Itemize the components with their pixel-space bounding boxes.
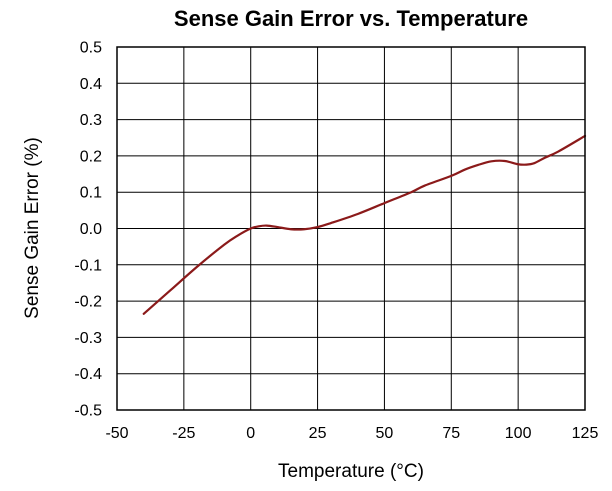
x-tick-label: 25 [309,425,327,442]
x-tick-label: 75 [442,425,460,442]
y-tick-label: 0.0 [80,221,102,238]
x-tick-label: 100 [505,425,532,442]
x-tick-label: 50 [376,425,394,442]
y-axis-label: Sense Gain Error (%) [22,137,43,319]
plot-frame [116,46,586,411]
y-tick-label: -0.5 [74,403,102,420]
y-tick-label: 0.5 [80,40,102,57]
series-layer [142,134,587,315]
y-tick-label: -0.4 [74,366,102,383]
x-tick-label: -50 [105,425,128,442]
chart-title: Sense Gain Error vs. Temperature [174,6,528,31]
x-tick-label: -25 [172,425,195,442]
x-tick-label: 125 [572,425,599,442]
y-tick-label: -0.3 [74,330,102,347]
x-tick-labels: -50 -25 0 25 50 75 100 125 [105,425,598,442]
y-tick-label: -0.2 [74,294,102,311]
y-tick-label: 0.2 [80,148,102,165]
y-tick-labels: -0.5 -0.4 -0.3 -0.2 -0.1 0.0 0.1 0.2 0.3 0.4 0.5 [74,40,102,420]
y-tick-label: 0.1 [80,185,102,202]
x-axis-label: Temperature (°C) [278,461,424,482]
series-line [142,134,587,315]
grid [116,46,586,411]
y-tick-label: 0.4 [80,76,102,93]
y-tick-label: 0.3 [80,112,102,129]
y-tick-label: -0.1 [74,257,102,274]
x-tick-label: 0 [246,425,255,442]
